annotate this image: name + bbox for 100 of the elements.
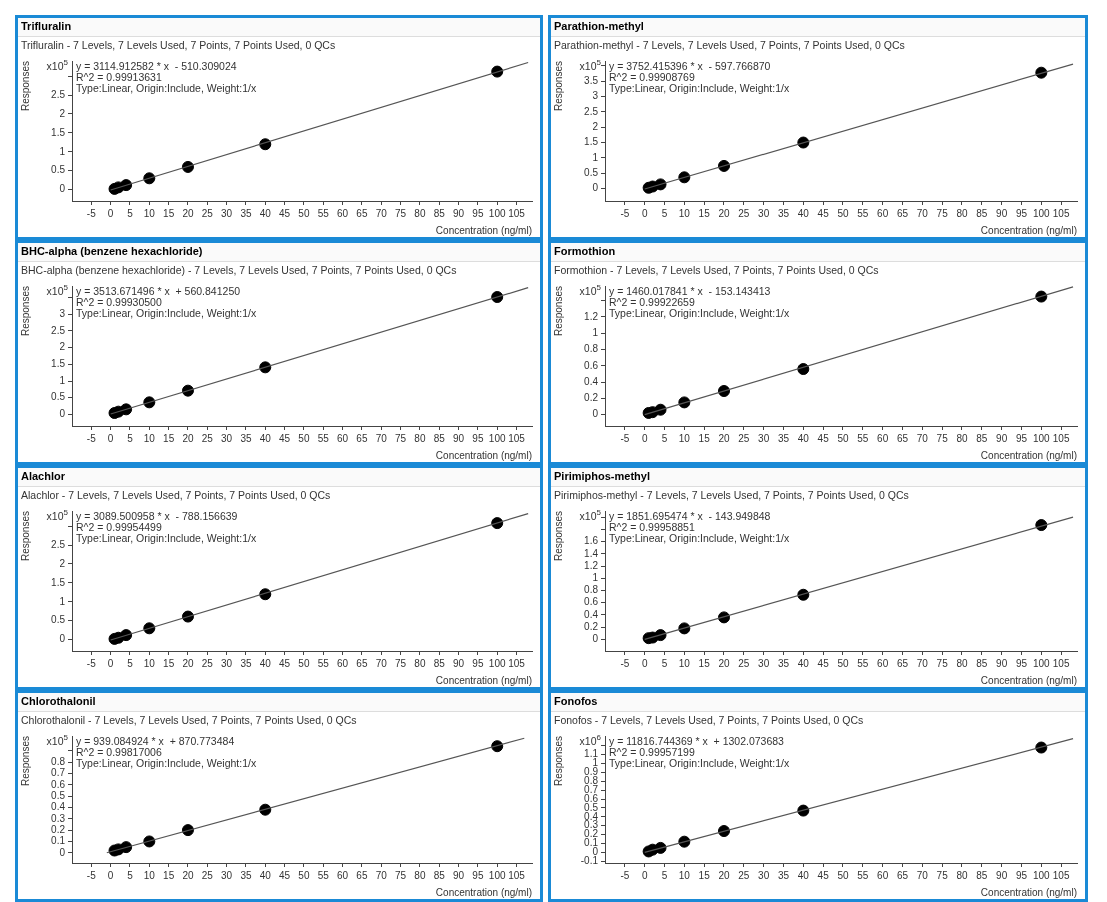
x-tick-label: 90: [452, 657, 465, 669]
y-axis-title: Responses: [552, 286, 564, 337]
x-tick-label: 10: [143, 207, 156, 219]
x-tick-label: 90: [452, 432, 465, 444]
x-tick-label: 45: [817, 432, 830, 444]
x-tick-label: 15: [163, 657, 175, 669]
x-tick-label: 95: [1015, 869, 1028, 881]
x-tick-label: 85: [433, 207, 446, 219]
x-axis-title: Concentration (ng/ml): [435, 674, 532, 686]
x-tick-label: 100: [1032, 869, 1051, 881]
x-tick-label: 10: [143, 432, 156, 444]
x-tick-label: 90: [996, 869, 1008, 881]
x-tick-label: 25: [201, 207, 214, 219]
y-tick-label: 1: [592, 151, 599, 163]
annotation: Type:Linear, Origin:Include, Weight:1/x: [76, 82, 257, 94]
x-tick-label: 20: [182, 207, 194, 219]
y-tick-label: 0.3: [584, 819, 599, 831]
y-tick-label: 0.8: [584, 584, 599, 596]
x-tick-label: 70: [375, 657, 388, 669]
x-tick-label: 15: [698, 657, 711, 669]
x-tick-label: 40: [259, 432, 272, 444]
x-tick-label: 5: [661, 869, 668, 881]
chart-subtitle: Pirimiphos-methyl - 7 Levels, 7 Levels Used, 7 Points, 7 Points Used, 0 QCs: [553, 488, 910, 502]
y-axis-title: Responses: [19, 736, 31, 787]
chart-title: Formothion: [551, 243, 1085, 262]
x-tick-label: 105: [508, 207, 526, 219]
x-axis-title: Concentration (ng/ml): [435, 224, 532, 236]
x-tick-label: 80: [956, 432, 968, 444]
x-tick-label: 0: [107, 207, 114, 219]
x-tick-label: 40: [259, 207, 272, 219]
y-tick-label: 0.6: [584, 359, 599, 371]
y-tick-label: 0: [59, 183, 66, 195]
y-tick-label: 3: [592, 90, 599, 102]
x-tick-label: 50: [298, 207, 310, 219]
x-tick-label: 60: [877, 869, 889, 881]
x-tick-label: 75: [395, 207, 407, 219]
x-tick-label: 5: [127, 869, 134, 881]
x-tick-label: 105: [1052, 432, 1070, 444]
x-tick-label: 30: [221, 869, 233, 881]
chart-subtitle: Formothion - 7 Levels, 7 Levels Used, 7 Points, 7 Points Used, 0 QCs: [553, 263, 880, 277]
y-tick-label: 1.5: [51, 358, 66, 370]
annotation: Type:Linear, Origin:Include, Weight:1/x: [76, 757, 257, 769]
x-tick-label: 55: [317, 869, 330, 881]
x-tick-label: 95: [1015, 207, 1028, 219]
x-tick-label: 15: [698, 207, 711, 219]
y-tick-label: 1: [592, 326, 599, 338]
x-tick-label: -5: [620, 657, 630, 669]
y-axis-title: Responses: [19, 61, 31, 112]
y-tick-label: 1.5: [51, 576, 66, 588]
x-tick-label: 20: [718, 432, 730, 444]
x-tick-label: 25: [201, 869, 214, 881]
x-tick-label: 65: [356, 869, 368, 881]
annotation: Type:Linear, Origin:Include, Weight:1/x: [609, 307, 790, 319]
y-tick-label: 0.4: [584, 375, 599, 387]
x-tick-label: 100: [488, 657, 506, 669]
x-tick-label: 0: [641, 869, 648, 881]
x-tick-label: 15: [163, 432, 175, 444]
y-axis-title: Responses: [19, 286, 31, 337]
x-tick-label: 65: [896, 657, 909, 669]
x-tick-label: 5: [661, 657, 668, 669]
x-tick-label: 30: [758, 657, 770, 669]
x-tick-label: 90: [452, 207, 465, 219]
x-tick-label: 95: [472, 869, 484, 881]
x-tick-label: 85: [976, 207, 988, 219]
x-tick-label: 15: [163, 207, 175, 219]
annotation: Type:Linear, Origin:Include, Weight:1/x: [76, 532, 257, 544]
annotation: y = 11816.744369 * x + 1302.073683: [609, 735, 785, 747]
x-tick-label: 35: [240, 657, 252, 669]
x-tick-label: 70: [375, 432, 388, 444]
y-tick-label: 0: [592, 633, 599, 645]
x-tick-label: 55: [857, 207, 869, 219]
x-tick-label: 105: [508, 657, 526, 669]
x-tick-label: 35: [777, 432, 790, 444]
x-tick-label: 35: [240, 432, 252, 444]
y-tick-label: 0.9: [584, 766, 599, 778]
annotation: y = 3114.912582 * x - 510.309024: [76, 60, 237, 72]
x-tick-label: 0: [641, 657, 648, 669]
x-tick-label: 85: [433, 869, 446, 881]
x-tick-label: 35: [240, 207, 252, 219]
x-tick-label: 5: [127, 432, 134, 444]
x-tick-label: 60: [877, 657, 889, 669]
x-tick-label: 20: [718, 657, 730, 669]
y-tick-label: 0.4: [584, 608, 599, 620]
x-tick-label: 5: [127, 657, 134, 669]
annotation: R^2 = 0.99954499: [76, 521, 162, 533]
x-tick-label: 50: [298, 869, 310, 881]
y-tick-label: 0.2: [584, 828, 599, 840]
x-tick-label: 70: [916, 432, 929, 444]
x-tick-label: 65: [896, 869, 909, 881]
x-tick-label: 60: [337, 207, 349, 219]
x-tick-label: 0: [641, 432, 648, 444]
y-tick-label: 0.2: [584, 620, 599, 632]
x-tick-label: 70: [375, 207, 388, 219]
x-tick-label: 40: [797, 432, 810, 444]
x-tick-label: 70: [916, 657, 929, 669]
x-tick-label: 60: [337, 869, 349, 881]
x-tick-label: 95: [1015, 432, 1028, 444]
y-tick-label: 3.5: [584, 74, 599, 86]
y-tick-label: 1.1: [584, 748, 599, 760]
x-tick-label: 45: [817, 657, 830, 669]
